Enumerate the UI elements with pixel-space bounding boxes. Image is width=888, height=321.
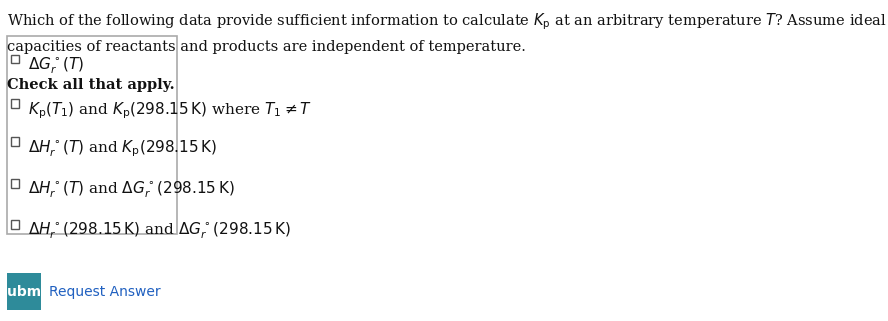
FancyBboxPatch shape bbox=[12, 55, 19, 64]
FancyBboxPatch shape bbox=[7, 36, 177, 234]
Text: $\Delta H_r^\circ(T)$ and $\Delta G_r^\circ(298.15\,\mathrm{K})$: $\Delta H_r^\circ(T)$ and $\Delta G_r^\c… bbox=[28, 179, 234, 200]
FancyBboxPatch shape bbox=[7, 273, 41, 310]
FancyBboxPatch shape bbox=[12, 137, 19, 146]
Text: capacities of reactants and products are independent of temperature.: capacities of reactants and products are… bbox=[7, 39, 527, 54]
FancyBboxPatch shape bbox=[12, 179, 19, 187]
Text: $\Delta G_r^\circ(T)$: $\Delta G_r^\circ(T)$ bbox=[28, 56, 84, 76]
FancyBboxPatch shape bbox=[12, 99, 19, 108]
Text: Check all that apply.: Check all that apply. bbox=[7, 78, 175, 92]
FancyBboxPatch shape bbox=[12, 220, 19, 229]
Text: $K_\mathrm{p}(T_1)$ and $K_\mathrm{p}(298.15\,\mathrm{K})$ where $T_1 \neq T$: $K_\mathrm{p}(T_1)$ and $K_\mathrm{p}(29… bbox=[28, 100, 312, 121]
Text: Submit: Submit bbox=[0, 285, 52, 299]
Text: $\Delta H_r^\circ(298.15\,\mathrm{K})$ and $\Delta G_r^\circ(298.15\,\mathrm{K}): $\Delta H_r^\circ(298.15\,\mathrm{K})$ a… bbox=[28, 221, 290, 241]
Text: Request Answer: Request Answer bbox=[50, 285, 161, 299]
Text: $\Delta H_r^\circ(T)$ and $K_\mathrm{p}(298.15\,\mathrm{K})$: $\Delta H_r^\circ(T)$ and $K_\mathrm{p}(… bbox=[28, 138, 217, 159]
Text: Which of the following data provide sufficient information to calculate $K_\math: Which of the following data provide suff… bbox=[7, 11, 888, 31]
